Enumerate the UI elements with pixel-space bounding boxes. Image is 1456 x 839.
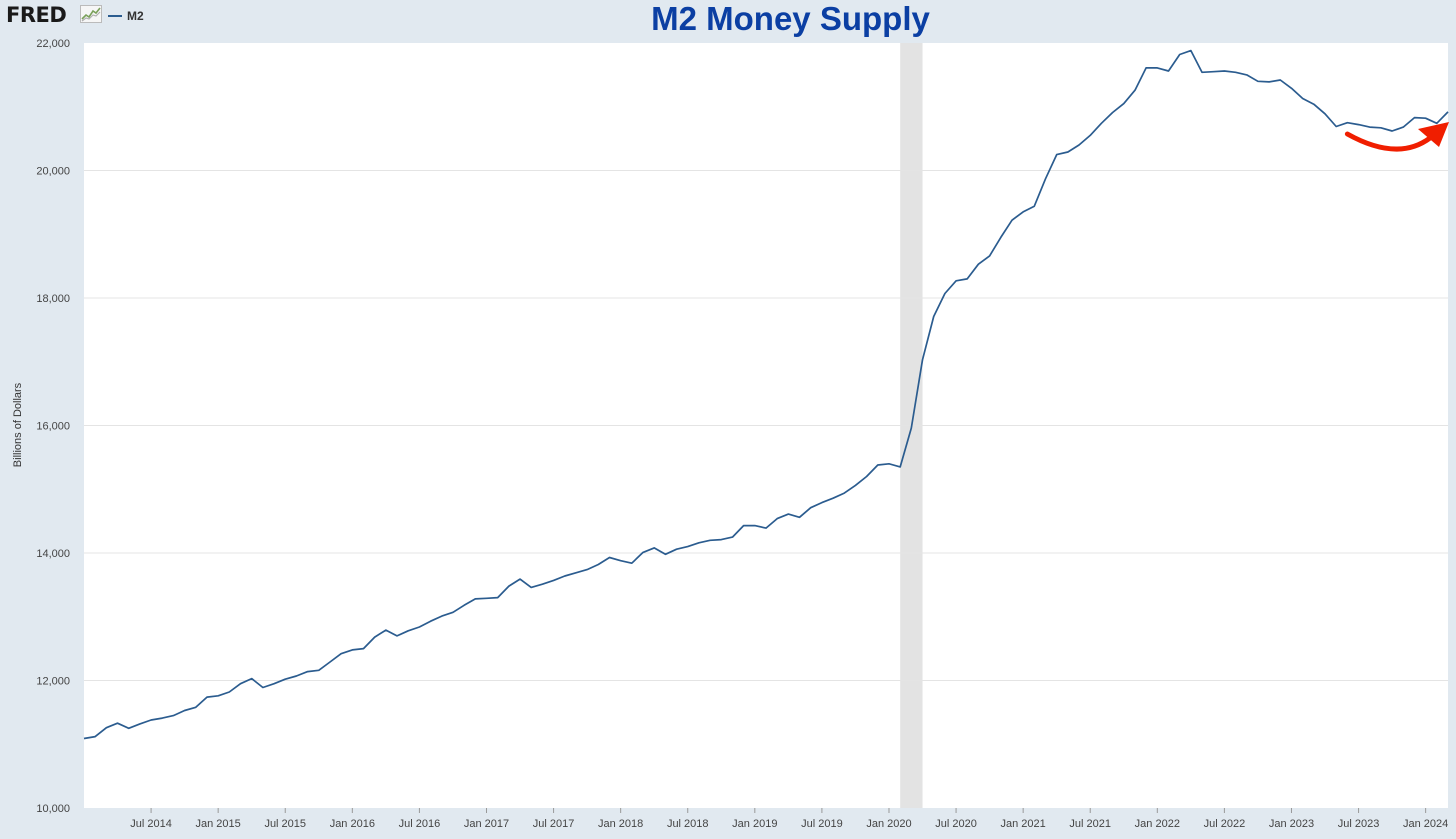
x-tick-label: Jan 2016 (330, 818, 375, 830)
x-tick-label: Jan 2024 (1403, 818, 1448, 830)
y-tick-label: 16,000 (36, 421, 70, 433)
y-tick-label: 12,000 (36, 676, 70, 688)
header-bar: FRED M2 M2 Money Supply (0, 0, 1456, 38)
legend-label: M2 (127, 9, 144, 23)
x-tick-label: Jan 2021 (1001, 818, 1046, 830)
x-tick-label: Jul 2018 (667, 818, 709, 830)
legend-swatch (108, 15, 122, 17)
x-tick-label: Jul 2015 (264, 818, 306, 830)
y-tick-label: 18,000 (36, 293, 70, 305)
x-tick-label: Jan 2019 (732, 818, 777, 830)
x-tick-label: Jul 2022 (1204, 818, 1246, 830)
y-tick-label: 22,000 (36, 38, 70, 50)
y-tick-label: 10,000 (36, 803, 70, 815)
annotation-arrow-curve (1344, 131, 1433, 152)
x-tick-label: Jan 2018 (598, 818, 643, 830)
x-tick-label: Jul 2021 (1069, 818, 1111, 830)
chart-title: M2 Money Supply (651, 0, 930, 37)
x-tick-label: Jan 2023 (1269, 818, 1314, 830)
y-tick-layer: 10,000 12,000 14,000 16,000 18,000 20,000 22,0… (36, 38, 70, 815)
x-tick-label: Jan 2022 (1135, 818, 1180, 830)
fred-logo[interactable]: FRED (6, 3, 67, 27)
y-tick-label: 14,000 (36, 548, 70, 560)
series-line-m2 (83, 49, 1449, 740)
chart-trend-icon (80, 5, 102, 28)
y-tick-label: 20,000 (36, 166, 70, 178)
x-tick-label: Jul 2014 (130, 818, 172, 830)
annotation-layer (1344, 122, 1449, 152)
x-tick-layer: Jul 2014 Jan 2015 Jul 2015 Jan 2016 Jul 2016… (130, 808, 1448, 830)
x-tick-label: Jan 2015 (196, 818, 241, 830)
x-tick-label: Jan 2020 (866, 818, 911, 830)
series-layer (83, 49, 1449, 740)
grid-layer (84, 170, 1448, 681)
x-tick-label: Jul 2020 (935, 818, 977, 830)
x-tick-label: Jul 2016 (399, 818, 441, 830)
x-tick-label: Jul 2019 (801, 818, 843, 830)
annotation-arrow-head (1418, 122, 1449, 147)
x-tick-label: Jul 2017 (533, 818, 575, 830)
x-tick-label: Jan 2017 (464, 818, 509, 830)
x-tick-label: Jul 2023 (1338, 818, 1380, 830)
